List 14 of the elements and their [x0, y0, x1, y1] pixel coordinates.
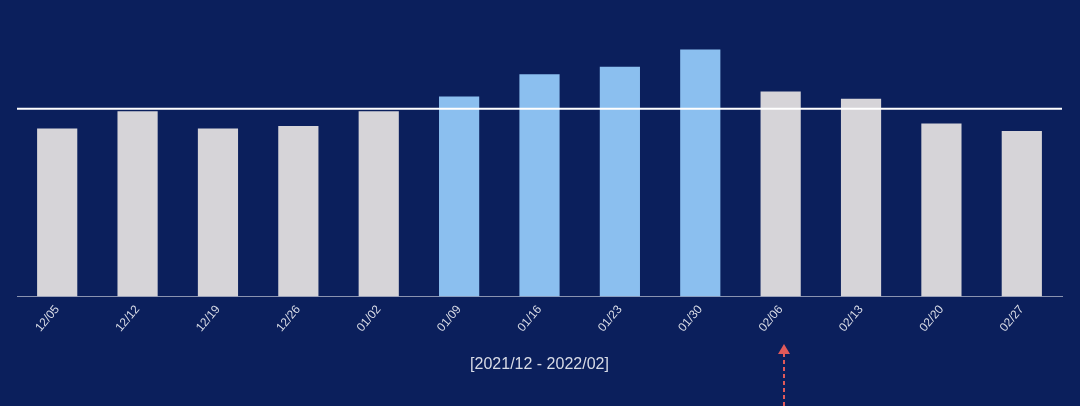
bar	[840, 98, 882, 297]
bar	[358, 111, 399, 297]
bar	[760, 91, 801, 297]
bar	[1001, 130, 1042, 297]
x-axis-title: [2021/12 - 2022/02]	[470, 354, 609, 372]
bar	[197, 128, 239, 297]
bar	[37, 128, 78, 297]
bar	[599, 66, 640, 297]
bar	[278, 126, 319, 297]
bar	[921, 123, 962, 297]
bar	[439, 96, 480, 297]
bar	[519, 74, 560, 297]
bar	[117, 111, 158, 297]
bar	[680, 49, 721, 297]
